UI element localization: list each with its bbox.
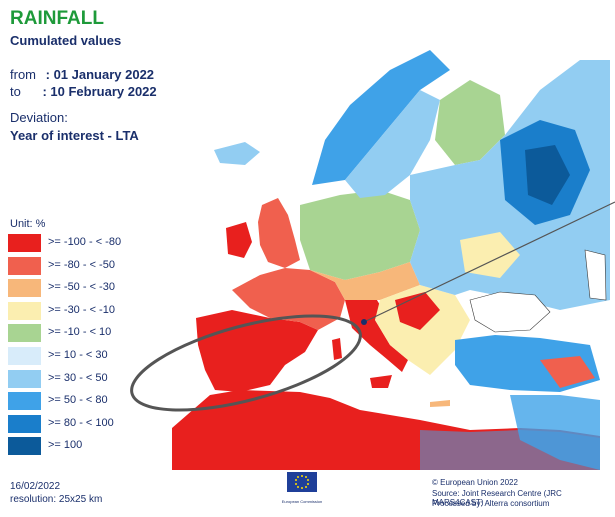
annotation-ellipse <box>130 314 362 412</box>
legend-swatch <box>8 324 41 343</box>
map-title: RAINFALL <box>10 8 104 29</box>
annotation-pointer-line <box>363 201 615 323</box>
from-label: from <box>10 67 36 82</box>
map-subtitle: Cumulated values <box>10 33 122 48</box>
turkey-dry-patch <box>540 356 595 388</box>
sweden-region <box>345 90 440 198</box>
deviation-label: Deviation: <box>10 110 68 125</box>
legend-swatch <box>8 346 41 365</box>
eu-flag-icon <box>287 472 317 492</box>
legend-label: >= 100 <box>48 439 83 452</box>
eu-logo-text: European Commission <box>281 499 323 504</box>
russia-very-wet <box>525 145 570 205</box>
period-to: to : 10 February 2022 <box>10 84 157 99</box>
legend-label: >= -80 - < -50 <box>48 258 115 271</box>
middle-east-region <box>510 395 600 470</box>
copyright: © European Union 2022 <box>432 478 518 487</box>
ireland-region <box>226 222 252 258</box>
legend-label: >= -10 - < 10 <box>48 326 112 339</box>
norway-region <box>312 50 450 185</box>
legend-unit: Unit: % <box>10 218 46 230</box>
central-europe-region <box>300 190 420 280</box>
legend-swatch <box>8 234 41 252</box>
france-region <box>232 268 345 330</box>
legend-label: >= 50 - < 80 <box>48 394 108 407</box>
legend-swatch <box>8 437 41 456</box>
legend-label: >= -100 - < -80 <box>48 236 122 248</box>
legend-swatch <box>8 279 41 298</box>
sicily-region <box>370 375 392 388</box>
legend-label: >= -50 - < -30 <box>48 281 115 294</box>
legend-swatch <box>8 414 41 433</box>
legend-label: >= 30 - < 50 <box>48 371 108 384</box>
caspian-sea <box>584 249 607 301</box>
to-date: : 10 February 2022 <box>42 84 157 99</box>
crete-region <box>430 400 450 407</box>
legend-label: >= 10 - < 30 <box>48 348 108 361</box>
legend-swatch <box>8 256 41 275</box>
finland-region <box>435 80 505 165</box>
source: Source: Joint Research Centre (JRC MARS4… <box>432 489 562 507</box>
iceland-region <box>214 142 260 165</box>
great-britain-region <box>258 198 300 268</box>
italy-region <box>345 292 408 372</box>
ukraine-dry-patch <box>460 232 520 278</box>
deviation-value: Year of interest - LTA <box>10 128 139 143</box>
annotation-marker <box>361 319 367 325</box>
legend-swatch <box>8 369 41 388</box>
to-label: to <box>10 84 21 99</box>
issue-date: 16/02/2022 <box>10 481 61 492</box>
from-date: : 01 January 2022 <box>45 67 155 82</box>
sardinia-region <box>332 338 342 360</box>
resolution: resolution: 25x25 km <box>10 494 103 505</box>
black-sea <box>469 291 551 333</box>
legend-swatch <box>8 392 41 411</box>
legend-swatch <box>8 301 41 320</box>
legend-label: >= 80 - < 100 <box>48 416 114 429</box>
alps-dry-band <box>310 262 420 300</box>
period-from: from : 01 January 2022 <box>10 67 154 82</box>
legend-label: >= -30 - < -10 <box>48 303 115 316</box>
eu-commission-logo: European Commission <box>270 470 334 512</box>
processed-by: Processed by: Alterra consortium <box>432 499 550 508</box>
